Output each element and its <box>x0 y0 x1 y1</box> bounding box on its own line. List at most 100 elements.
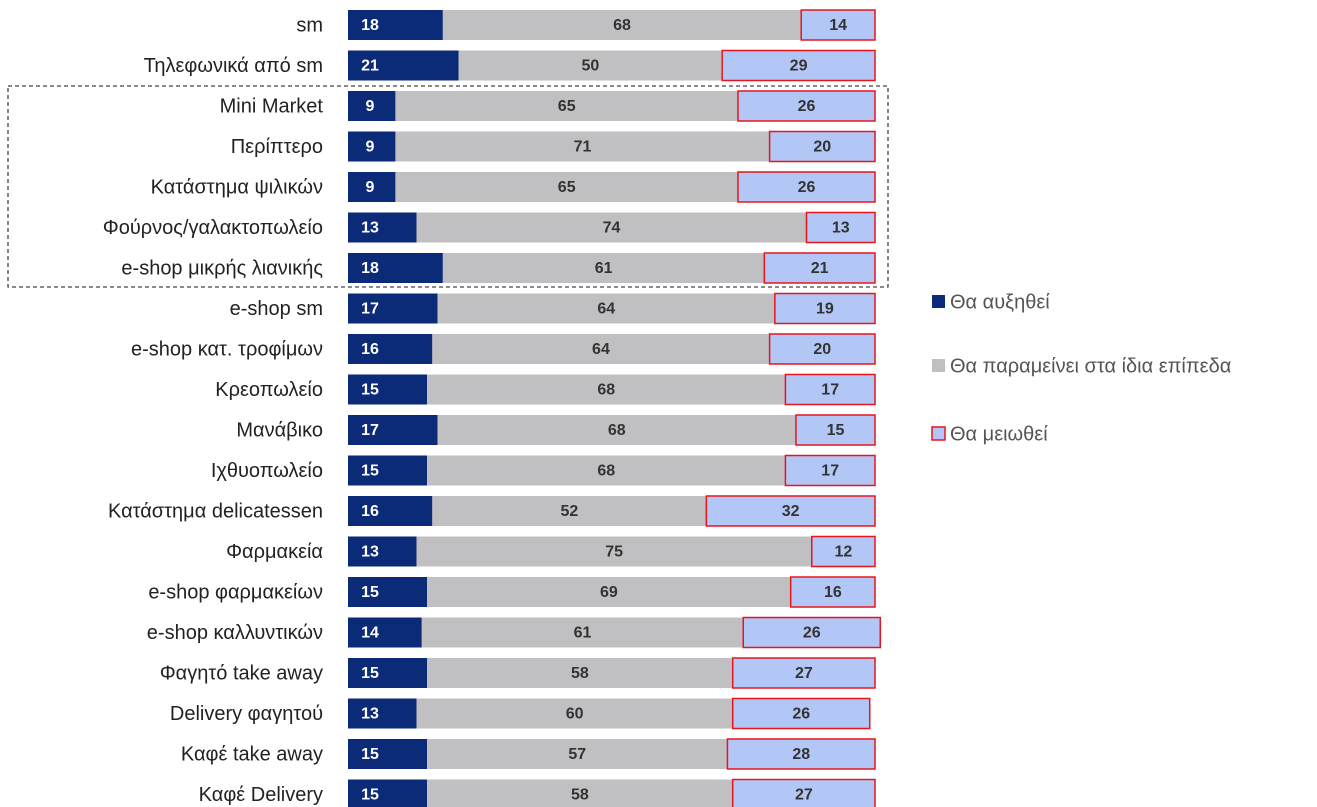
value-label: 64 <box>597 301 615 318</box>
category-label: sm <box>296 14 323 36</box>
bar-segment <box>811 535 876 568</box>
value-label: 12 <box>834 544 852 561</box>
bar-segment <box>731 778 876 807</box>
bar-segment <box>731 657 876 689</box>
bar-segment <box>348 131 396 162</box>
legend-label: Θα μειωθεί <box>950 423 1048 445</box>
value-label: 65 <box>558 179 576 196</box>
category-label: Κατάστημα delicatessen <box>108 500 323 522</box>
category-label: e-shop sm <box>230 298 323 320</box>
bar-segment <box>427 577 791 607</box>
legend-swatch <box>932 359 945 372</box>
value-label: 15 <box>361 665 379 682</box>
category-label: Κατάστημα ψιλικών <box>151 176 323 198</box>
bar-segment <box>421 617 744 648</box>
value-label: 60 <box>566 706 584 723</box>
bar-segment <box>442 253 765 283</box>
category-label: Φούρνος/γαλακτοπωλείο <box>103 217 323 239</box>
value-label: 13 <box>361 220 379 237</box>
category-label: Κρεοπωλείο <box>215 379 323 401</box>
value-label: 9 <box>366 139 375 156</box>
category-label: e-shop κατ. τροφίμων <box>131 338 323 360</box>
bar-segment <box>437 293 775 324</box>
value-label: 18 <box>361 260 379 277</box>
bar-segment <box>774 292 876 325</box>
category-label: Φαρμακεία <box>226 541 323 563</box>
bar-segment <box>395 172 738 202</box>
bar-segment <box>737 90 876 122</box>
bar-segment <box>348 698 417 729</box>
bar-segment <box>432 334 770 364</box>
bar-segment <box>348 253 443 283</box>
bar-segment <box>348 334 433 364</box>
category-label: Καφέ Delivery <box>199 784 323 806</box>
bar-segment <box>416 698 733 729</box>
legend-label: Θα αυξηθεί <box>950 291 1050 313</box>
value-label: 15 <box>361 463 379 480</box>
bar-segment <box>348 536 417 567</box>
bar-segment <box>348 455 428 486</box>
value-label: 68 <box>613 17 631 34</box>
bar-segment <box>737 171 876 203</box>
value-label: 75 <box>605 544 623 561</box>
value-label: 15 <box>361 382 379 399</box>
value-label: 50 <box>582 58 600 75</box>
value-label: 16 <box>824 584 842 601</box>
value-label: 26 <box>803 625 821 642</box>
value-label: 18 <box>361 17 379 34</box>
category-label: Περίπτερο <box>231 136 323 158</box>
value-label: 52 <box>560 503 578 520</box>
value-label: 15 <box>361 584 379 601</box>
value-label: 9 <box>366 179 375 196</box>
value-label: 17 <box>821 382 839 399</box>
category-label: e-shop φαρμακείων <box>148 581 323 603</box>
bar-segment <box>442 10 802 40</box>
value-label: 15 <box>361 787 379 804</box>
bar-segment <box>800 9 876 41</box>
bar-segment <box>427 739 728 769</box>
value-label: 19 <box>816 301 834 318</box>
category-label: e-shop μικρής λιανικής <box>121 257 323 279</box>
value-label: 13 <box>361 706 379 723</box>
value-label: 15 <box>361 746 379 763</box>
bar-segment <box>731 697 871 730</box>
bar-segment <box>348 91 396 121</box>
bar-segment <box>395 131 770 162</box>
bar-segment <box>348 739 428 769</box>
bar-segment <box>416 212 807 243</box>
bar-segment <box>395 91 738 121</box>
value-label: 71 <box>574 139 592 156</box>
bar-segment <box>416 536 812 567</box>
bar-segment <box>789 576 876 608</box>
bar-segment <box>458 50 723 81</box>
value-label: 20 <box>813 139 831 156</box>
bar-segment <box>432 496 707 526</box>
value-label: 26 <box>792 706 810 723</box>
category-label: Τηλεφωνικά από sm <box>144 55 323 77</box>
value-label: 27 <box>795 787 813 804</box>
bar-segment <box>763 252 876 284</box>
bar-segment <box>768 333 876 365</box>
value-label: 28 <box>792 746 810 763</box>
value-label: 13 <box>832 220 850 237</box>
legend-label: Θα παραμείνει στα ίδια επίπεδα <box>950 355 1231 377</box>
value-label: 20 <box>813 341 831 358</box>
value-label: 27 <box>795 665 813 682</box>
value-label: 9 <box>366 98 375 115</box>
bar-segment <box>427 455 786 486</box>
highlight-box <box>7 85 889 288</box>
value-label: 26 <box>798 98 816 115</box>
bar-segment <box>784 373 876 406</box>
value-label: 17 <box>361 301 379 318</box>
value-label: 69 <box>600 584 618 601</box>
value-label: 64 <box>592 341 610 358</box>
value-label: 68 <box>597 382 615 399</box>
category-label: Μανάβικο <box>236 419 323 441</box>
value-label: 61 <box>574 625 592 642</box>
bar-segment <box>348 172 396 202</box>
value-label: 58 <box>571 665 589 682</box>
bar-segment <box>742 616 882 649</box>
bar-segment <box>437 415 796 445</box>
value-label: 21 <box>361 58 379 75</box>
